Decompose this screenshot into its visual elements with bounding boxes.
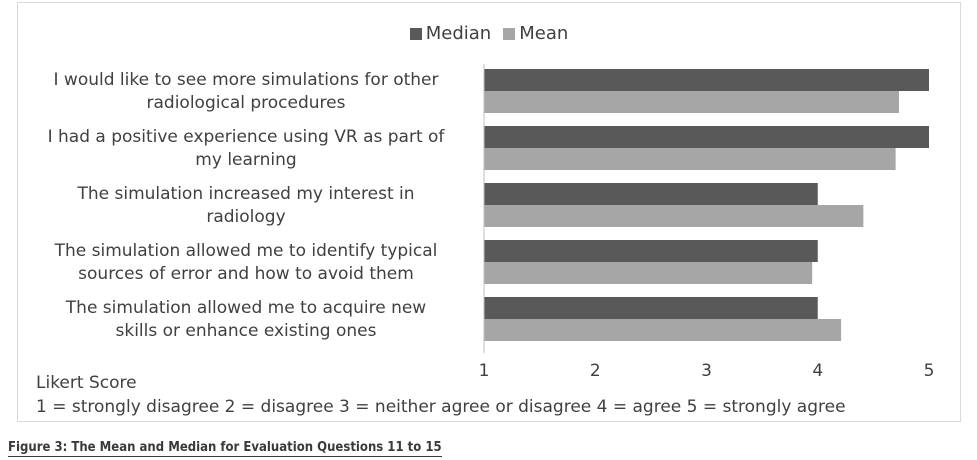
x-tick-label-5: 5 [924,361,935,380]
legend-item-median: Median [409,23,492,44]
x-tick-label-3: 3 [701,361,712,380]
bar-median-1 [484,126,929,148]
category-label-3-line-0: The simulation allowed me to identify ty… [54,241,438,261]
chart-frame: Median Mean [17,2,961,422]
legend-swatch-median [409,27,422,40]
category-label-4-line-1: skills or enhance existing ones [116,321,377,341]
category-label-0-line-0: I would like to see more simulations for… [54,70,439,90]
x-tick-label-4: 4 [812,361,823,380]
bar-median-2 [484,183,818,205]
bar-mean-1 [484,148,896,170]
x-tick-label-2: 2 [590,361,601,380]
bar-mean-0 [484,91,899,113]
bar-median-0 [484,69,929,91]
legend: Median Mean [18,23,960,44]
legend-item-mean: Mean [503,23,568,44]
x-axis-title: Likert Score [36,373,137,393]
category-label-1-line-0: I had a positive experience using VR as … [48,127,446,147]
bar-chart-plot: I would like to see more simulations for… [48,64,935,380]
x-tick-label-1: 1 [479,361,490,380]
category-label-1-line-1: my learning [195,150,296,170]
bar-median-4 [484,297,818,319]
category-label-2-line-1: radiology [206,207,285,227]
category-label-0-line-1: radiological procedures [147,93,346,113]
bar-mean-4 [484,319,842,341]
category-label-2-line-0: The simulation increased my interest in [76,184,414,204]
legend-label-median: Median [425,23,492,44]
legend-label-mean: Mean [519,23,569,44]
likert-scale-legend: 1 = strongly disagree 2 = disagree 3 = n… [36,397,846,417]
category-label-3-line-1: sources of error and how to avoid them [78,264,414,284]
bar-mean-3 [484,262,813,284]
legend-swatch-mean [503,27,516,40]
bar-median-3 [484,240,818,262]
category-label-4-line-0: The simulation allowed me to acquire new [65,298,427,318]
figure-caption: Figure 3: The Mean and Median for Evalua… [8,440,442,457]
bar-mean-2 [484,205,864,227]
